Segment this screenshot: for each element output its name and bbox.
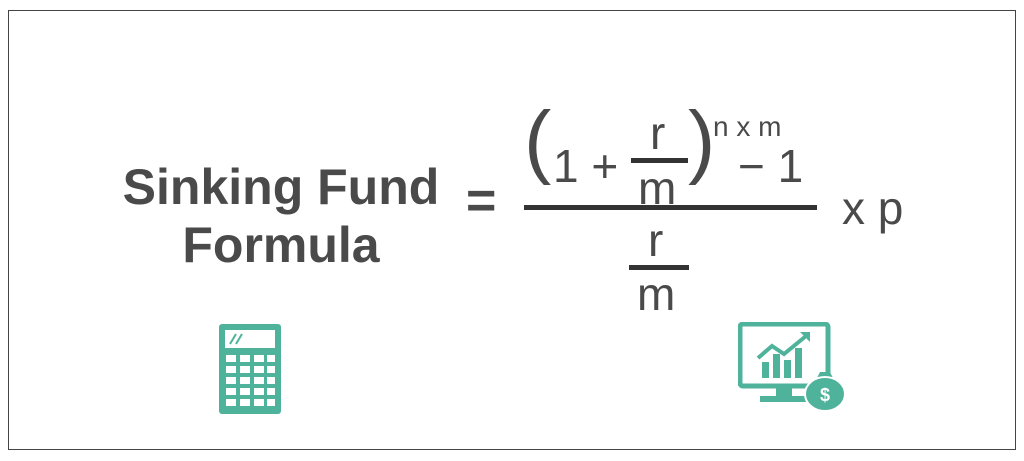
inner-fraction-bar bbox=[631, 158, 688, 163]
denominator-m: m bbox=[637, 268, 676, 320]
formula-title: Sinking Fund Formula bbox=[112, 158, 450, 274]
growth-chart-money-icon: $ bbox=[738, 322, 846, 412]
title-line-1: Sinking Fund bbox=[122, 159, 440, 215]
close-paren: ) bbox=[688, 95, 716, 186]
svg-text:$: $ bbox=[820, 385, 830, 405]
main-fraction-bar bbox=[524, 205, 817, 210]
denominator-r: r bbox=[648, 214, 664, 266]
exponent: n x m bbox=[713, 111, 782, 142]
calculator-icon bbox=[219, 324, 281, 414]
equals-sign: = bbox=[466, 172, 497, 230]
multiplier: x p bbox=[842, 182, 904, 234]
open-paren: ( bbox=[524, 95, 552, 186]
numerator-m: m bbox=[638, 162, 677, 214]
minus-one: − 1 bbox=[738, 140, 804, 192]
title-line-2: Formula bbox=[182, 217, 380, 273]
one-plus: 1 + bbox=[553, 140, 619, 192]
numerator-r: r bbox=[650, 107, 666, 159]
formula-frame bbox=[8, 10, 1016, 450]
denominator-fraction-bar bbox=[629, 265, 689, 270]
